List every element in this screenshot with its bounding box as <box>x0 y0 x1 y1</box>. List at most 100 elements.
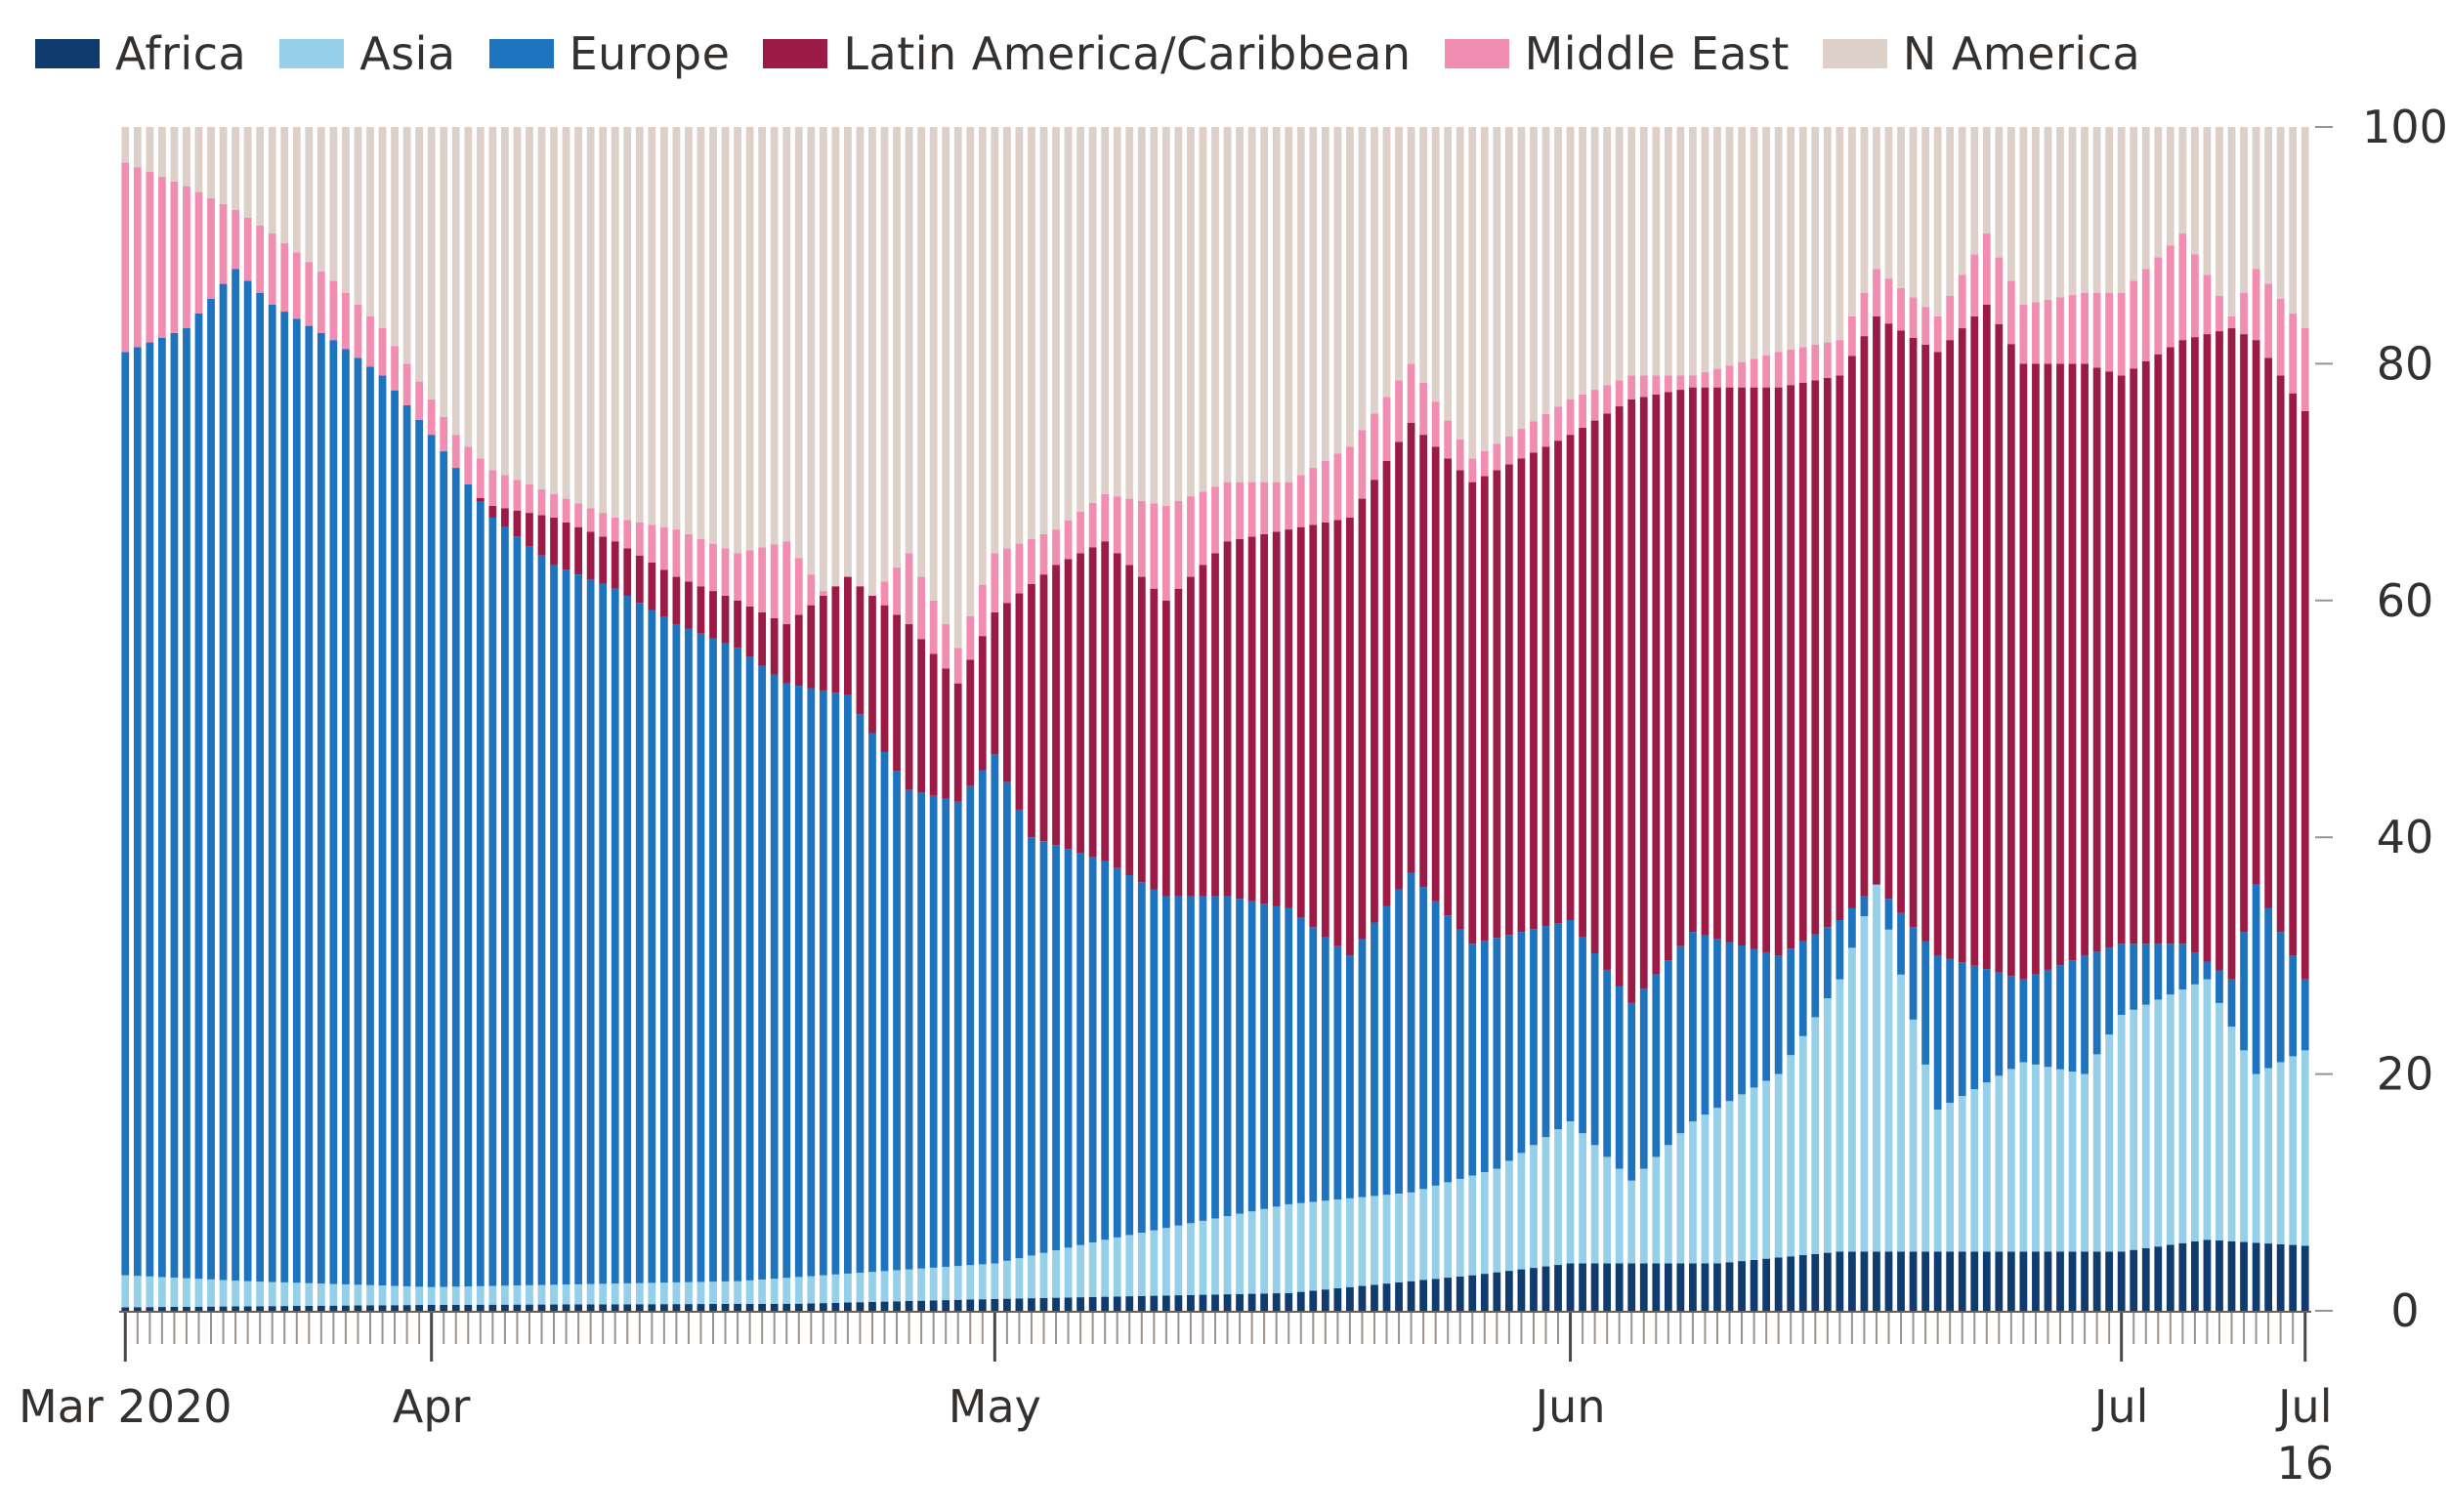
bar-segment-middle-east <box>550 493 558 518</box>
bar-segment-latin-america-caribbean <box>1787 385 1795 949</box>
bar-segment-middle-east <box>402 363 411 405</box>
bar-segment-middle-east <box>599 513 608 537</box>
bar-segment-middle-east <box>2166 245 2174 348</box>
x-tick-label: May <box>949 1380 1041 1433</box>
bar-segment-n-america <box>488 127 497 471</box>
bar-segment-europe <box>648 609 656 1283</box>
bar-segment-africa <box>1480 1274 1489 1312</box>
bar-segment-n-america <box>1223 127 1232 483</box>
bar-segment-asia <box>1260 1208 1269 1294</box>
bar-segment-asia <box>1382 1195 1391 1284</box>
bar-segment-asia <box>1738 1094 1746 1262</box>
bar-segment-n-america <box>1358 127 1367 431</box>
bar-segment-latin-america-caribbean <box>1333 520 1342 946</box>
bar-segment-asia <box>464 1286 473 1305</box>
bar-segment-europe <box>1309 927 1318 1202</box>
bar-segment-middle-east <box>1419 382 1427 436</box>
bar-segment-africa <box>1028 1298 1035 1311</box>
bar-segment-middle-east <box>880 581 889 606</box>
bar-segment-middle-east <box>1787 349 1795 386</box>
bar-segment-asia <box>1358 1197 1367 1286</box>
bar-segment-europe <box>526 546 533 1285</box>
bar-segment-africa <box>1897 1251 1905 1311</box>
bar-segment-asia <box>1333 1199 1342 1288</box>
bar-segment-asia <box>1811 1017 1820 1254</box>
bar-segment-n-america <box>2092 127 2101 293</box>
bar-segment-middle-east <box>905 553 913 625</box>
bar-segment-europe <box>893 771 901 1271</box>
bar-segment-europe <box>2068 960 2077 1072</box>
bar-segment-europe <box>1161 896 1170 1229</box>
bar-segment-middle-east <box>1579 394 1586 428</box>
bar-segment-latin-america-caribbean <box>758 611 767 666</box>
bar-segment-asia <box>1346 1197 1354 1287</box>
bar-segment-africa <box>133 1307 142 1311</box>
y-tick-label: 60 <box>2377 574 2434 627</box>
bar-segment-latin-america-caribbean <box>991 611 999 755</box>
bar-segment-latin-america-caribbean <box>1003 603 1011 782</box>
bar-segment-n-america <box>391 127 399 347</box>
bar-segment-latin-america-caribbean <box>1517 458 1526 933</box>
bar-segment-asia <box>868 1272 876 1302</box>
bar-segment-latin-america-caribbean <box>648 563 656 610</box>
bar-segment-africa <box>378 1305 387 1311</box>
bar-segment-europe <box>1933 955 1942 1110</box>
bar-segment-n-america <box>1958 127 1966 275</box>
legend-swatch-africa <box>35 39 100 68</box>
bar-segment-n-america <box>183 127 190 187</box>
bar-segment-africa <box>1395 1281 1403 1311</box>
bar-segment-middle-east <box>2141 269 2150 361</box>
bar-segment-n-america <box>2154 127 2163 258</box>
bar-segment-n-america <box>232 127 239 210</box>
bar-segment-africa <box>2032 1251 2040 1311</box>
bar-segment-latin-america-caribbean <box>893 614 901 772</box>
bar-segment-latin-america-caribbean <box>2006 344 2015 977</box>
bar-segment-middle-east <box>2252 269 2260 341</box>
bar-segment-asia <box>2056 1069 2064 1252</box>
bar-segment-latin-america-caribbean <box>794 614 803 687</box>
bar-segment-latin-america-caribbean <box>1921 345 1929 942</box>
bar-segment-africa <box>1566 1263 1575 1311</box>
bar-segment-europe <box>586 578 595 1284</box>
bar-segment-n-america <box>1615 127 1624 381</box>
bar-segment-africa <box>391 1305 399 1311</box>
bar-segment-africa <box>1615 1263 1624 1311</box>
bar-segment-africa <box>1174 1295 1183 1311</box>
bar-segment-latin-america-caribbean <box>1052 565 1060 846</box>
bar-segment-n-america <box>917 127 926 577</box>
bar-segment-africa <box>280 1306 289 1311</box>
bar-segment-asia <box>659 1282 668 1305</box>
bar-segment-asia <box>1909 1019 1918 1252</box>
bar-segment-asia <box>2141 1004 2150 1248</box>
bar-segment-africa <box>1113 1296 1121 1311</box>
bar-segment-n-america <box>868 127 876 596</box>
bar-segment-latin-america-caribbean <box>2276 375 2285 933</box>
bar-segment-middle-east <box>1921 307 1929 345</box>
bar-segment-europe <box>844 694 852 1274</box>
bar-segment-europe <box>1321 937 1330 1201</box>
bar-segment-asia <box>1787 1055 1795 1257</box>
bar-segment-africa <box>1823 1252 1832 1311</box>
bar-segment-n-america <box>2081 127 2089 293</box>
bar-segment-n-america <box>1150 127 1159 504</box>
bar-segment-middle-east <box>1995 257 2004 324</box>
bar-segment-africa <box>794 1303 803 1311</box>
bar-segment-latin-america-caribbean <box>1627 399 1636 1003</box>
bar-segment-europe <box>574 574 582 1284</box>
bar-segment-latin-america-caribbean <box>2203 334 2212 962</box>
bar-segment-latin-america-caribbean <box>905 624 913 790</box>
bar-segment-latin-america-caribbean <box>1480 476 1489 942</box>
bar-segment-europe <box>1028 837 1035 1256</box>
bar-segment-asia <box>1187 1223 1195 1295</box>
bar-segment-africa <box>1236 1293 1244 1311</box>
bar-segment-n-america <box>1028 127 1035 539</box>
bar-segment-n-america <box>1247 127 1256 483</box>
bar-segment-n-america <box>2130 127 2138 281</box>
bar-segment-africa <box>1933 1251 1942 1311</box>
bar-segment-middle-east <box>1211 486 1219 554</box>
bar-segment-latin-america-caribbean <box>1603 413 1612 970</box>
bar-segment-middle-east <box>1223 482 1232 542</box>
bar-segment-latin-america-caribbean <box>1125 565 1134 875</box>
bar-segment-europe <box>966 785 975 1266</box>
bar-segment-africa <box>1811 1253 1820 1311</box>
